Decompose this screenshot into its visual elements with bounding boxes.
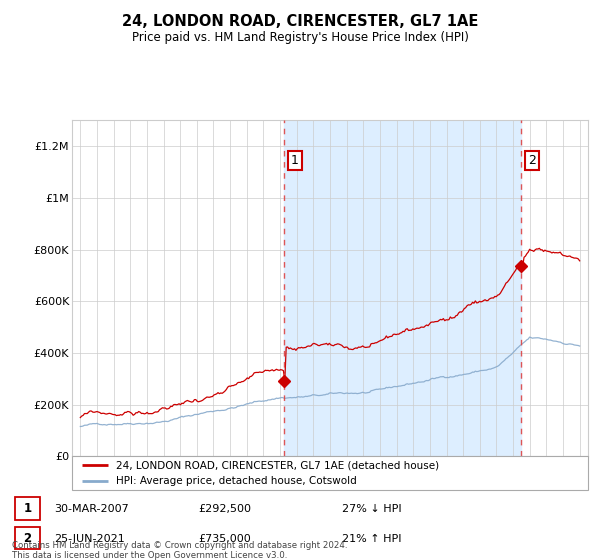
Text: 30-MAR-2007: 30-MAR-2007 bbox=[54, 504, 129, 514]
Text: 2: 2 bbox=[528, 154, 536, 167]
Text: 1: 1 bbox=[291, 154, 299, 167]
Text: 27% ↓ HPI: 27% ↓ HPI bbox=[342, 504, 401, 514]
Bar bbox=[15, 527, 40, 549]
Text: 1: 1 bbox=[23, 502, 32, 515]
Bar bbox=[284, 120, 521, 456]
Text: 25-JUN-2021: 25-JUN-2021 bbox=[54, 534, 125, 544]
Text: £292,500: £292,500 bbox=[198, 504, 251, 514]
Text: HPI: Average price, detached house, Cotswold: HPI: Average price, detached house, Cots… bbox=[116, 476, 356, 486]
Text: 21% ↑ HPI: 21% ↑ HPI bbox=[342, 534, 401, 544]
Text: £735,000: £735,000 bbox=[198, 534, 251, 544]
Text: 2: 2 bbox=[23, 531, 32, 545]
Text: 24, LONDON ROAD, CIRENCESTER, GL7 1AE: 24, LONDON ROAD, CIRENCESTER, GL7 1AE bbox=[122, 14, 478, 29]
Text: Contains HM Land Registry data © Crown copyright and database right 2024.
This d: Contains HM Land Registry data © Crown c… bbox=[12, 540, 347, 560]
Text: 24, LONDON ROAD, CIRENCESTER, GL7 1AE (detached house): 24, LONDON ROAD, CIRENCESTER, GL7 1AE (d… bbox=[116, 460, 439, 470]
Bar bbox=[15, 497, 40, 520]
Text: Price paid vs. HM Land Registry's House Price Index (HPI): Price paid vs. HM Land Registry's House … bbox=[131, 31, 469, 44]
FancyBboxPatch shape bbox=[72, 456, 588, 490]
